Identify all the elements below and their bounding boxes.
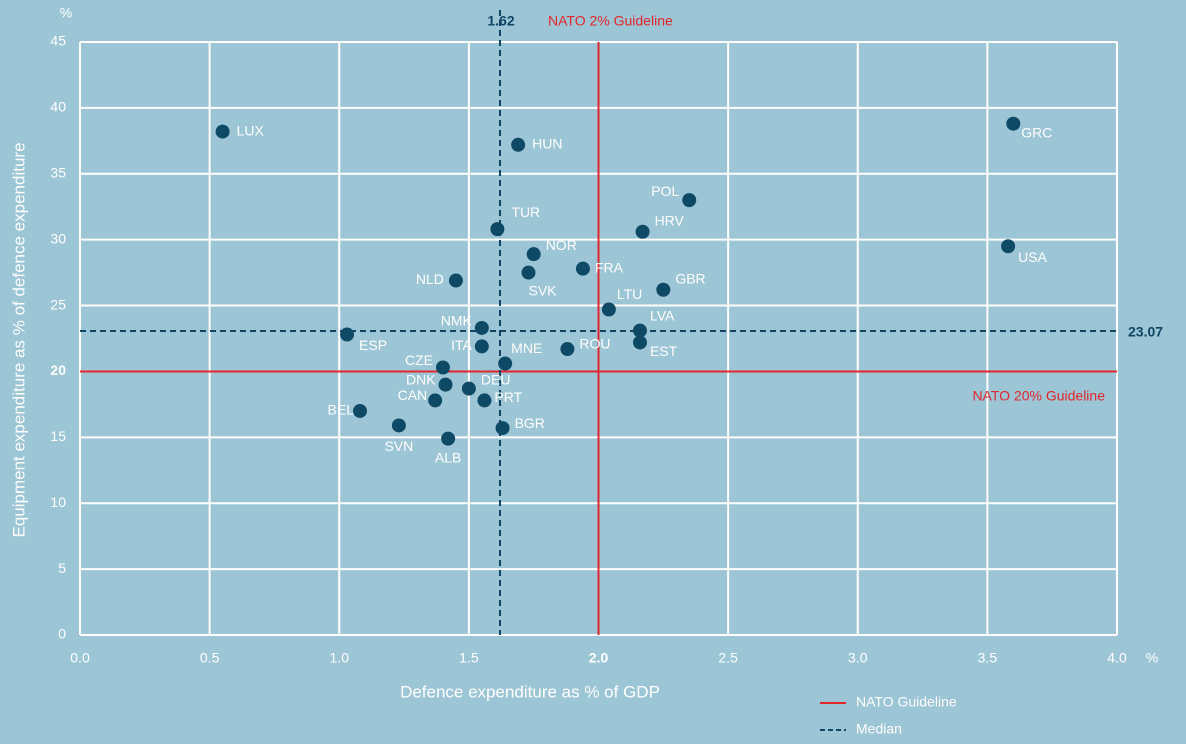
point-label: DNK — [406, 371, 436, 387]
reference-label: NATO 2% Guideline — [548, 13, 673, 29]
data-point — [1006, 116, 1021, 131]
data-point — [495, 421, 510, 436]
data-point — [340, 327, 355, 342]
point-label: ITA — [451, 337, 472, 353]
point-label: MNE — [511, 340, 542, 356]
data-point — [521, 265, 536, 280]
x-tick-label: 0.0 — [70, 650, 90, 666]
data-point — [461, 381, 476, 396]
x-tick-label: 2.0 — [589, 650, 609, 666]
y-tick-label: 20 — [50, 362, 66, 378]
x-axis-label: Defence expenditure as % of GDP — [400, 682, 660, 701]
data-point — [215, 124, 230, 139]
median-label: 1.62 — [487, 13, 514, 29]
point-label: BEL — [328, 402, 355, 418]
point-label: GRC — [1021, 124, 1052, 140]
legend-label: Median — [856, 721, 902, 737]
data-point — [601, 302, 616, 317]
point-label: LUX — [237, 122, 265, 138]
point-label: FRA — [595, 259, 624, 275]
y-tick-label: 15 — [50, 428, 66, 444]
legend-label: NATO Guideline — [856, 694, 957, 710]
data-point — [575, 261, 590, 276]
point-label: SVN — [384, 438, 413, 454]
x-tick-label: 1.0 — [330, 650, 350, 666]
y-tick-label: 30 — [50, 230, 66, 246]
y-tick-label: 5 — [58, 560, 66, 576]
y-tick-label: 40 — [50, 99, 66, 115]
point-label: ROU — [579, 336, 610, 352]
data-point — [490, 222, 505, 237]
x-tick-label: 4.0 — [1107, 650, 1127, 666]
point-label: ALB — [435, 449, 461, 465]
data-point — [511, 137, 526, 152]
x-unit: % — [1146, 650, 1158, 666]
point-label: LTU — [617, 286, 642, 302]
y-tick-label: 45 — [50, 33, 66, 49]
data-point — [635, 224, 650, 239]
data-point — [632, 323, 647, 338]
point-label: LVA — [650, 307, 675, 323]
x-tick-label: 3.0 — [848, 650, 868, 666]
data-point — [474, 339, 489, 354]
x-tick-label: 2.5 — [718, 650, 738, 666]
point-label: NOR — [546, 237, 577, 253]
data-point — [1001, 239, 1016, 254]
x-tick-label: 1.5 — [459, 650, 479, 666]
data-point — [391, 418, 406, 433]
x-tick-label: 0.5 — [200, 650, 220, 666]
point-label: HUN — [532, 135, 562, 151]
point-label: POL — [651, 183, 679, 199]
point-label: SVK — [529, 282, 558, 298]
y-tick-label: 35 — [50, 164, 66, 180]
point-label: CZE — [405, 352, 433, 368]
data-point — [526, 247, 541, 262]
point-label: PRT — [494, 389, 522, 405]
point-label: DEU — [481, 371, 511, 387]
point-label: BGR — [515, 415, 545, 431]
data-point — [498, 356, 513, 371]
data-point — [477, 393, 492, 408]
data-point — [441, 431, 456, 446]
data-point — [632, 335, 647, 350]
data-point — [682, 193, 697, 208]
data-point — [435, 360, 450, 375]
point-label: NLD — [416, 271, 444, 287]
data-point — [438, 377, 453, 392]
median-label: 23.07 — [1128, 324, 1163, 340]
point-label: ESP — [359, 337, 387, 353]
y-tick-label: 25 — [50, 296, 66, 312]
point-label: USA — [1018, 249, 1047, 265]
y-axis-label: Equipment expenditure as % of defence ex… — [9, 142, 28, 537]
y-tick-label: 0 — [58, 626, 66, 642]
point-label: TUR — [511, 204, 540, 220]
point-label: HRV — [655, 212, 685, 228]
data-point — [474, 320, 489, 335]
point-label: EST — [650, 343, 678, 359]
y-tick-label: 10 — [50, 494, 66, 510]
data-point — [448, 273, 463, 288]
point-label: CAN — [398, 387, 428, 403]
data-point — [352, 403, 367, 418]
y-unit: % — [60, 5, 72, 21]
data-point — [560, 342, 575, 357]
x-tick-label: 3.5 — [978, 650, 998, 666]
reference-label: NATO 20% Guideline — [972, 388, 1105, 404]
data-point — [656, 282, 671, 297]
data-point — [428, 393, 443, 408]
point-label: NMK — [441, 313, 473, 329]
point-label: GBR — [675, 270, 705, 286]
